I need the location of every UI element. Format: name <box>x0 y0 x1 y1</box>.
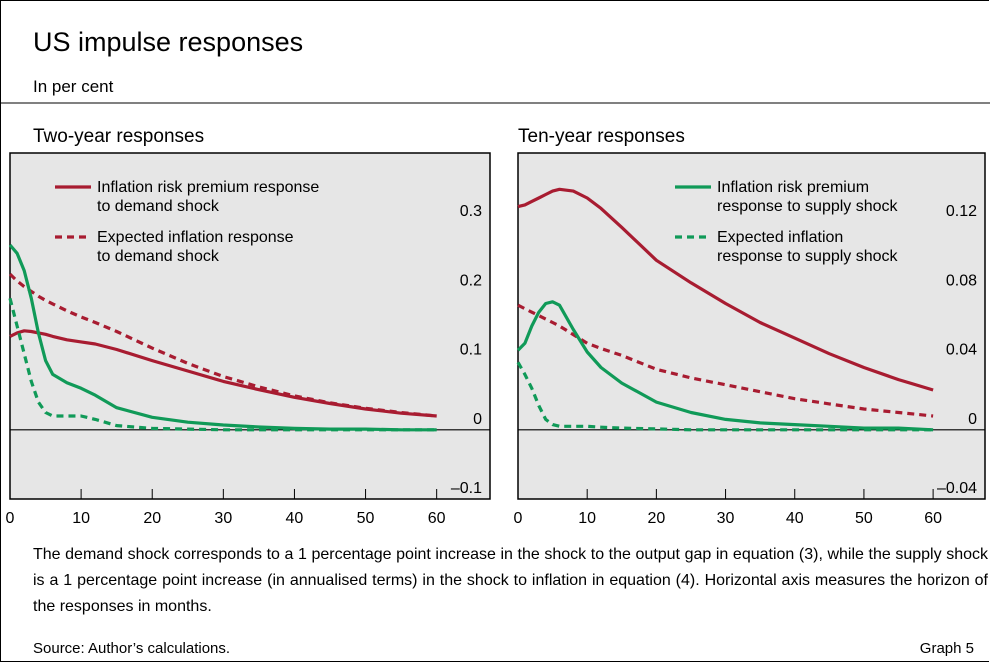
x-tick-label: 0 <box>6 510 15 527</box>
x-tick-label: 20 <box>143 510 161 527</box>
source: Source: Author’s calculations. <box>33 640 231 657</box>
legend-label: Inflation risk premium response to suppl… <box>717 179 898 215</box>
y-tick-label: 0.1 <box>460 342 482 359</box>
legend-label: Expected inflation response to supply sh… <box>717 229 898 265</box>
series-line <box>517 303 934 418</box>
series-line <box>8 272 437 418</box>
series-line <box>516 361 934 432</box>
series-line <box>516 300 934 432</box>
y-tick-label: 0.3 <box>460 203 482 220</box>
panel-title: Two-year responses <box>33 126 204 147</box>
note: The demand shock corresponds to a 1 perc… <box>33 546 988 615</box>
x-tick-label: 10 <box>72 510 90 527</box>
x-tick-label: 60 <box>924 510 942 527</box>
series-line <box>8 297 437 432</box>
series-line <box>517 187 934 392</box>
x-tick-label: 40 <box>786 510 804 527</box>
subtitle: In per cent <box>33 77 114 96</box>
legend-label: Inflation risk premium response to deman… <box>97 179 320 215</box>
title: US impulse responses <box>33 27 304 57</box>
x-tick-label: 50 <box>855 510 873 527</box>
y-tick-label: –0.1 <box>451 480 482 497</box>
plot-area <box>9 152 491 500</box>
y-tick-label: –0.04 <box>937 480 977 497</box>
y-tick-label: 0 <box>473 411 482 428</box>
plot-area <box>517 152 986 500</box>
x-tick-label: 60 <box>428 510 446 527</box>
y-tick-label: 0.08 <box>946 272 977 289</box>
panel-title: Ten-year responses <box>518 126 685 147</box>
y-tick-label: 0.12 <box>946 203 977 220</box>
y-tick-label: 0 <box>968 411 977 428</box>
x-tick-label: 40 <box>286 510 304 527</box>
x-tick-label: 20 <box>647 510 665 527</box>
charts: Two-year responses –0.1 0 0.1 0.2 0.3 0 10 20 30 4… <box>0 102 990 527</box>
y-tick-label: 0.2 <box>460 272 482 289</box>
x-tick-label: 30 <box>717 510 735 527</box>
x-tick-label: 30 <box>214 510 232 527</box>
graph-label: Graph 5 <box>919 640 974 657</box>
x-tick-label: 0 <box>514 510 523 527</box>
x-tick-label: 10 <box>578 510 596 527</box>
x-tick-label: 50 <box>357 510 375 527</box>
y-tick-label: 0.04 <box>946 342 977 359</box>
legend-label: Expected inflation response to demand sh… <box>97 229 294 265</box>
